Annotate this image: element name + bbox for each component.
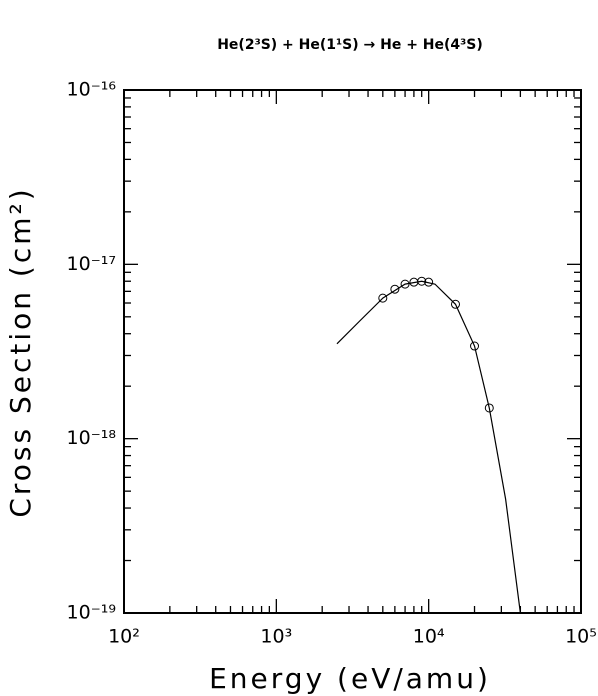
y-tick-label: 10⁻¹⁹: [67, 602, 116, 624]
data-point: [484, 403, 494, 413]
y-tick-label: 10⁻¹⁶: [67, 79, 116, 101]
x-tick-label: 10³: [260, 626, 292, 648]
y-tick-label: 10⁻¹⁷: [67, 253, 116, 275]
data-point: [390, 284, 400, 294]
chart-title: He(2³S) + He(1¹S) → He + He(4³S): [217, 37, 483, 53]
y-axis-label: Cross Section (cm²): [4, 186, 37, 517]
x-tick-label: 10⁴: [413, 626, 445, 648]
data-point: [378, 293, 388, 303]
fit-line: [336, 280, 521, 614]
data-point: [470, 341, 480, 351]
data-point: [400, 279, 410, 289]
plot-frame: [123, 89, 582, 614]
x-tick-label: 10⁵: [565, 626, 597, 648]
x-axis-label: Energy (eV/amu): [209, 662, 491, 695]
x-tick-label: 10²: [108, 626, 140, 648]
data-point: [450, 299, 460, 309]
y-tick-label: 10⁻¹⁸: [67, 427, 116, 449]
data-point: [417, 276, 427, 286]
